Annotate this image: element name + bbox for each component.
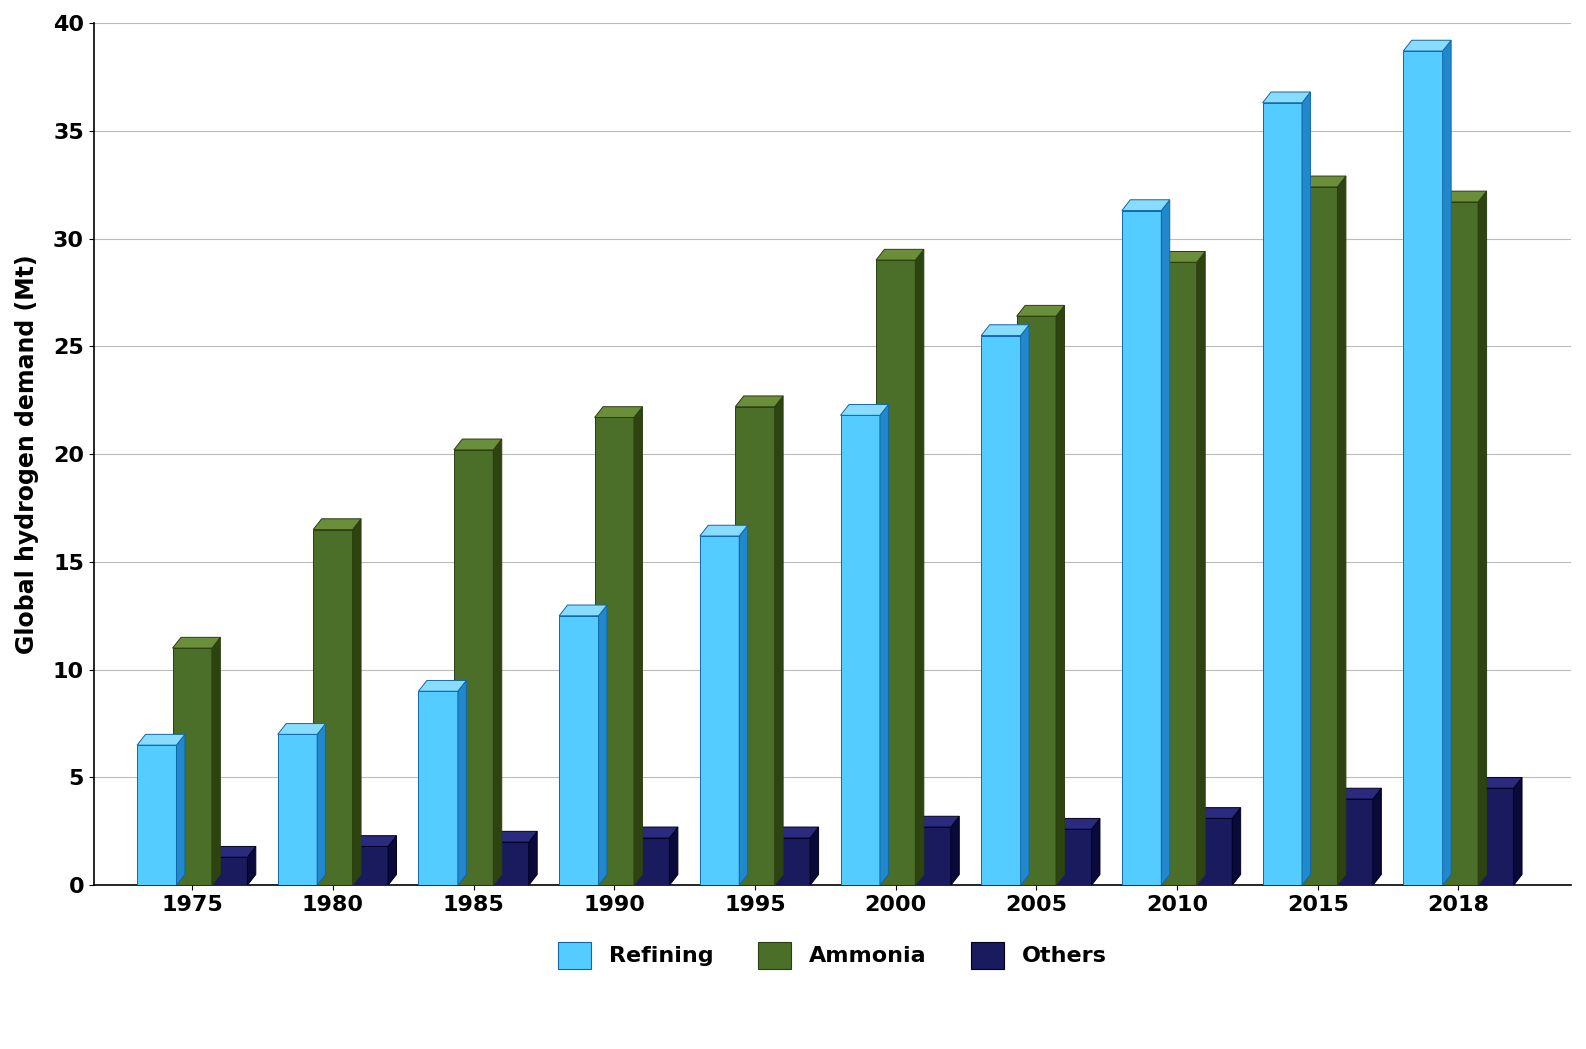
Polygon shape <box>771 827 818 838</box>
Polygon shape <box>1017 305 1064 316</box>
Bar <box>1404 51 1443 885</box>
Bar <box>841 415 880 885</box>
Polygon shape <box>1158 252 1205 262</box>
Bar <box>982 336 1021 885</box>
Polygon shape <box>1161 199 1170 885</box>
Y-axis label: Global hydrogen demand (Mt): Global hydrogen demand (Mt) <box>14 254 40 654</box>
Polygon shape <box>1021 325 1029 885</box>
Polygon shape <box>349 836 396 847</box>
Polygon shape <box>669 827 677 885</box>
Bar <box>699 536 739 885</box>
Polygon shape <box>1373 788 1381 885</box>
Bar <box>1158 262 1197 885</box>
Polygon shape <box>912 816 960 827</box>
Polygon shape <box>458 681 466 885</box>
Polygon shape <box>1443 40 1451 885</box>
Polygon shape <box>490 832 538 842</box>
Polygon shape <box>213 638 220 885</box>
Polygon shape <box>1404 40 1451 51</box>
Bar <box>1017 316 1056 885</box>
Polygon shape <box>774 395 783 885</box>
Bar <box>736 407 774 885</box>
Polygon shape <box>247 847 255 885</box>
Polygon shape <box>278 724 325 734</box>
Polygon shape <box>810 827 818 885</box>
Polygon shape <box>173 638 220 648</box>
Polygon shape <box>176 734 186 885</box>
Bar <box>454 450 493 885</box>
Polygon shape <box>317 724 325 885</box>
Polygon shape <box>699 526 747 536</box>
Bar <box>1262 103 1302 885</box>
Polygon shape <box>598 605 607 885</box>
Polygon shape <box>841 405 888 415</box>
Polygon shape <box>1197 252 1205 885</box>
Bar <box>1193 818 1232 885</box>
Polygon shape <box>1052 818 1101 829</box>
Polygon shape <box>352 519 362 885</box>
Polygon shape <box>1056 305 1064 885</box>
Bar <box>278 734 317 885</box>
Bar <box>1439 201 1478 885</box>
Polygon shape <box>634 407 642 885</box>
Polygon shape <box>1297 176 1347 187</box>
Bar <box>490 842 528 885</box>
Bar <box>208 857 247 885</box>
Polygon shape <box>1091 818 1101 885</box>
Polygon shape <box>1262 92 1310 103</box>
Polygon shape <box>493 440 501 885</box>
Bar <box>1475 788 1513 885</box>
Bar <box>1121 211 1161 885</box>
Bar <box>1052 829 1091 885</box>
Bar <box>875 260 915 885</box>
Polygon shape <box>560 605 607 616</box>
Bar <box>312 530 352 885</box>
Bar <box>349 847 389 885</box>
Bar <box>173 648 213 885</box>
Polygon shape <box>739 526 747 885</box>
Polygon shape <box>952 816 960 885</box>
Polygon shape <box>1302 92 1310 885</box>
Bar <box>912 827 952 885</box>
Polygon shape <box>630 827 677 838</box>
Polygon shape <box>208 847 255 857</box>
Polygon shape <box>595 407 642 418</box>
Bar <box>771 838 810 885</box>
Polygon shape <box>1232 808 1240 885</box>
Polygon shape <box>1121 199 1170 211</box>
Bar <box>1297 187 1337 885</box>
Polygon shape <box>1193 808 1240 818</box>
Polygon shape <box>528 832 538 885</box>
Polygon shape <box>875 250 923 260</box>
Bar <box>630 838 669 885</box>
Polygon shape <box>454 440 501 450</box>
Polygon shape <box>1513 777 1523 885</box>
Bar <box>595 418 634 885</box>
Polygon shape <box>1334 788 1381 799</box>
Bar <box>1334 799 1373 885</box>
Polygon shape <box>1478 191 1486 885</box>
Polygon shape <box>915 250 923 885</box>
Polygon shape <box>136 734 186 745</box>
Polygon shape <box>736 395 783 407</box>
Polygon shape <box>1475 777 1523 788</box>
Bar <box>419 691 458 885</box>
Polygon shape <box>1337 176 1347 885</box>
Polygon shape <box>982 325 1029 336</box>
Polygon shape <box>419 681 466 691</box>
Polygon shape <box>1439 191 1486 201</box>
Legend: Refining, Ammonia, Others: Refining, Ammonia, Others <box>549 933 1117 978</box>
Polygon shape <box>389 836 396 885</box>
Polygon shape <box>880 405 888 885</box>
Bar <box>560 616 598 885</box>
Polygon shape <box>312 519 362 530</box>
Bar <box>136 745 176 885</box>
